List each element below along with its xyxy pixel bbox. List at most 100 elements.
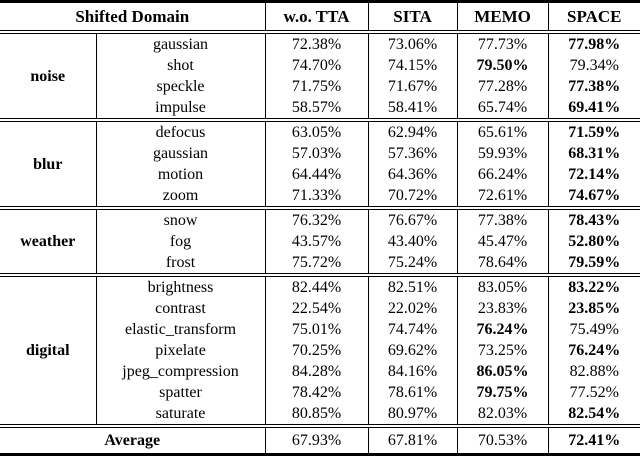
value-cell: 71.59% xyxy=(547,118,640,143)
value-cell: 77.28% xyxy=(456,76,549,97)
value-cell: 76.67% xyxy=(367,206,458,231)
value-cell: 62.94% xyxy=(367,118,458,143)
corruption-cell: contrast xyxy=(95,298,266,319)
value-cell: 59.93% xyxy=(456,143,549,164)
value-cell: 75.24% xyxy=(367,252,458,275)
value-cell: 82.44% xyxy=(264,273,369,298)
value-cell: 84.16% xyxy=(367,361,458,382)
value-cell: 43.40% xyxy=(367,231,458,252)
table-row: motion 64.44% 64.36% 66.24% 72.14% xyxy=(0,164,640,185)
value-cell: 69.62% xyxy=(367,340,458,361)
table-header: Shifted Domain w.o. TTA SITA MEMO SPACE xyxy=(0,1,640,34)
value-cell: 83.22% xyxy=(547,273,640,298)
value-cell: 45.47% xyxy=(456,231,549,252)
value-cell: 71.75% xyxy=(264,76,369,97)
value-cell: 72.14% xyxy=(547,164,640,185)
value-cell: 77.73% xyxy=(456,30,549,55)
corruption-cell: gaussian xyxy=(95,30,266,55)
table-row: elastic_transform 75.01% 74.74% 76.24% 75.49… xyxy=(0,319,640,340)
value-cell: 74.74% xyxy=(367,319,458,340)
value-cell: 68.31% xyxy=(547,143,640,164)
corruption-cell: brightness xyxy=(95,273,266,298)
value-cell: 82.03% xyxy=(456,403,549,426)
table-row: saturate 80.85% 80.97% 82.03% 82.54% xyxy=(0,403,640,426)
table-row: gaussian 57.03% 57.36% 59.93% 68.31% xyxy=(0,143,640,164)
value-cell: 74.15% xyxy=(367,55,458,76)
table-row: speckle 71.75% 71.67% 77.28% 77.38% xyxy=(0,76,640,97)
value-cell: 63.05% xyxy=(264,118,369,143)
header-shifted-domain: Shifted Domain xyxy=(0,1,266,34)
value-cell: 72.61% xyxy=(456,185,549,208)
table-row: frost 75.72% 75.24% 78.64% 79.59% xyxy=(0,252,640,275)
table-row: impulse 58.57% 58.41% 65.74% 69.41% xyxy=(0,97,640,120)
value-cell: 79.50% xyxy=(456,55,549,76)
value-cell: 58.57% xyxy=(264,97,369,120)
corruption-cell: elastic_transform xyxy=(95,319,266,340)
corruption-cell: speckle xyxy=(95,76,266,97)
value-cell: 43.57% xyxy=(264,231,369,252)
value-cell: 73.06% xyxy=(367,30,458,55)
value-cell: 57.03% xyxy=(264,143,369,164)
value-cell: 77.98% xyxy=(547,30,640,55)
table-row: digital brightness 82.44% 82.51% 83.05% 83.22… xyxy=(0,273,640,426)
average-value-cell: 67.81% xyxy=(367,424,458,456)
table-row: spatter 78.42% 78.61% 79.75% 77.52% xyxy=(0,382,640,403)
average-value-cell: 72.41% xyxy=(547,424,640,456)
corruption-cell: frost xyxy=(95,252,266,275)
average-value-cell: 67.93% xyxy=(264,424,369,456)
value-cell: 78.43% xyxy=(547,206,640,231)
category-cell: noise xyxy=(0,30,96,120)
corruption-cell: shot xyxy=(95,55,266,76)
table-row: fog 43.57% 43.40% 45.47% 52.80% xyxy=(0,231,640,252)
value-cell: 77.52% xyxy=(547,382,640,403)
header-memo: MEMO xyxy=(456,1,549,34)
value-cell: 78.61% xyxy=(367,382,458,403)
value-cell: 80.97% xyxy=(367,403,458,426)
value-cell: 77.38% xyxy=(456,206,549,231)
average-section: Average 67.93% 67.81% 70.53% 72.41% xyxy=(0,424,640,456)
value-cell: 65.61% xyxy=(456,118,549,143)
corruption-cell: spatter xyxy=(95,382,266,403)
value-cell: 80.85% xyxy=(264,403,369,426)
value-cell: 57.36% xyxy=(367,143,458,164)
table-row: weather snow 76.32% 76.67% 77.38% 78.43% xyxy=(0,206,640,275)
table-row: pixelate 70.25% 69.62% 73.25% 76.24% xyxy=(0,340,640,361)
value-cell: 71.67% xyxy=(367,76,458,97)
table-row: blur defocus 63.05% 62.94% 65.61% 71.59% xyxy=(0,118,640,208)
table-row: shot 74.70% 74.15% 79.50% 79.34% xyxy=(0,55,640,76)
corruption-cell: zoom xyxy=(95,185,266,208)
value-cell: 79.75% xyxy=(456,382,549,403)
value-cell: 86.05% xyxy=(456,361,549,382)
value-cell: 75.01% xyxy=(264,319,369,340)
category-cell: weather xyxy=(0,206,96,275)
value-cell: 78.64% xyxy=(456,252,549,275)
value-cell: 64.36% xyxy=(367,164,458,185)
corruption-cell: saturate xyxy=(95,403,266,426)
corruption-cell: fog xyxy=(95,231,266,252)
header-wo-tta: w.o. TTA xyxy=(264,1,369,34)
value-cell: 73.25% xyxy=(456,340,549,361)
value-cell: 22.54% xyxy=(264,298,369,319)
value-cell: 71.33% xyxy=(264,185,369,208)
value-cell: 76.32% xyxy=(264,206,369,231)
value-cell: 75.72% xyxy=(264,252,369,275)
table-body: noise gaussian 72.38% 73.06% 77.73% 77.98% sho… xyxy=(0,30,640,426)
value-cell: 52.80% xyxy=(547,231,640,252)
value-cell: 77.38% xyxy=(547,76,640,97)
value-cell: 76.24% xyxy=(547,340,640,361)
value-cell: 82.54% xyxy=(547,403,640,426)
value-cell: 83.05% xyxy=(456,273,549,298)
corruption-cell: gaussian xyxy=(95,143,266,164)
value-cell: 79.59% xyxy=(547,252,640,275)
value-cell: 23.85% xyxy=(547,298,640,319)
value-cell: 22.02% xyxy=(367,298,458,319)
table-row: jpeg_compression 84.28% 84.16% 86.05% 82.88% xyxy=(0,361,640,382)
value-cell: 82.51% xyxy=(367,273,458,298)
value-cell: 72.38% xyxy=(264,30,369,55)
value-cell: 70.72% xyxy=(367,185,458,208)
value-cell: 79.34% xyxy=(547,55,640,76)
average-row: Average 67.93% 67.81% 70.53% 72.41% xyxy=(0,424,640,456)
corruption-cell: jpeg_compression xyxy=(95,361,266,382)
corruption-cell: impulse xyxy=(95,97,266,120)
